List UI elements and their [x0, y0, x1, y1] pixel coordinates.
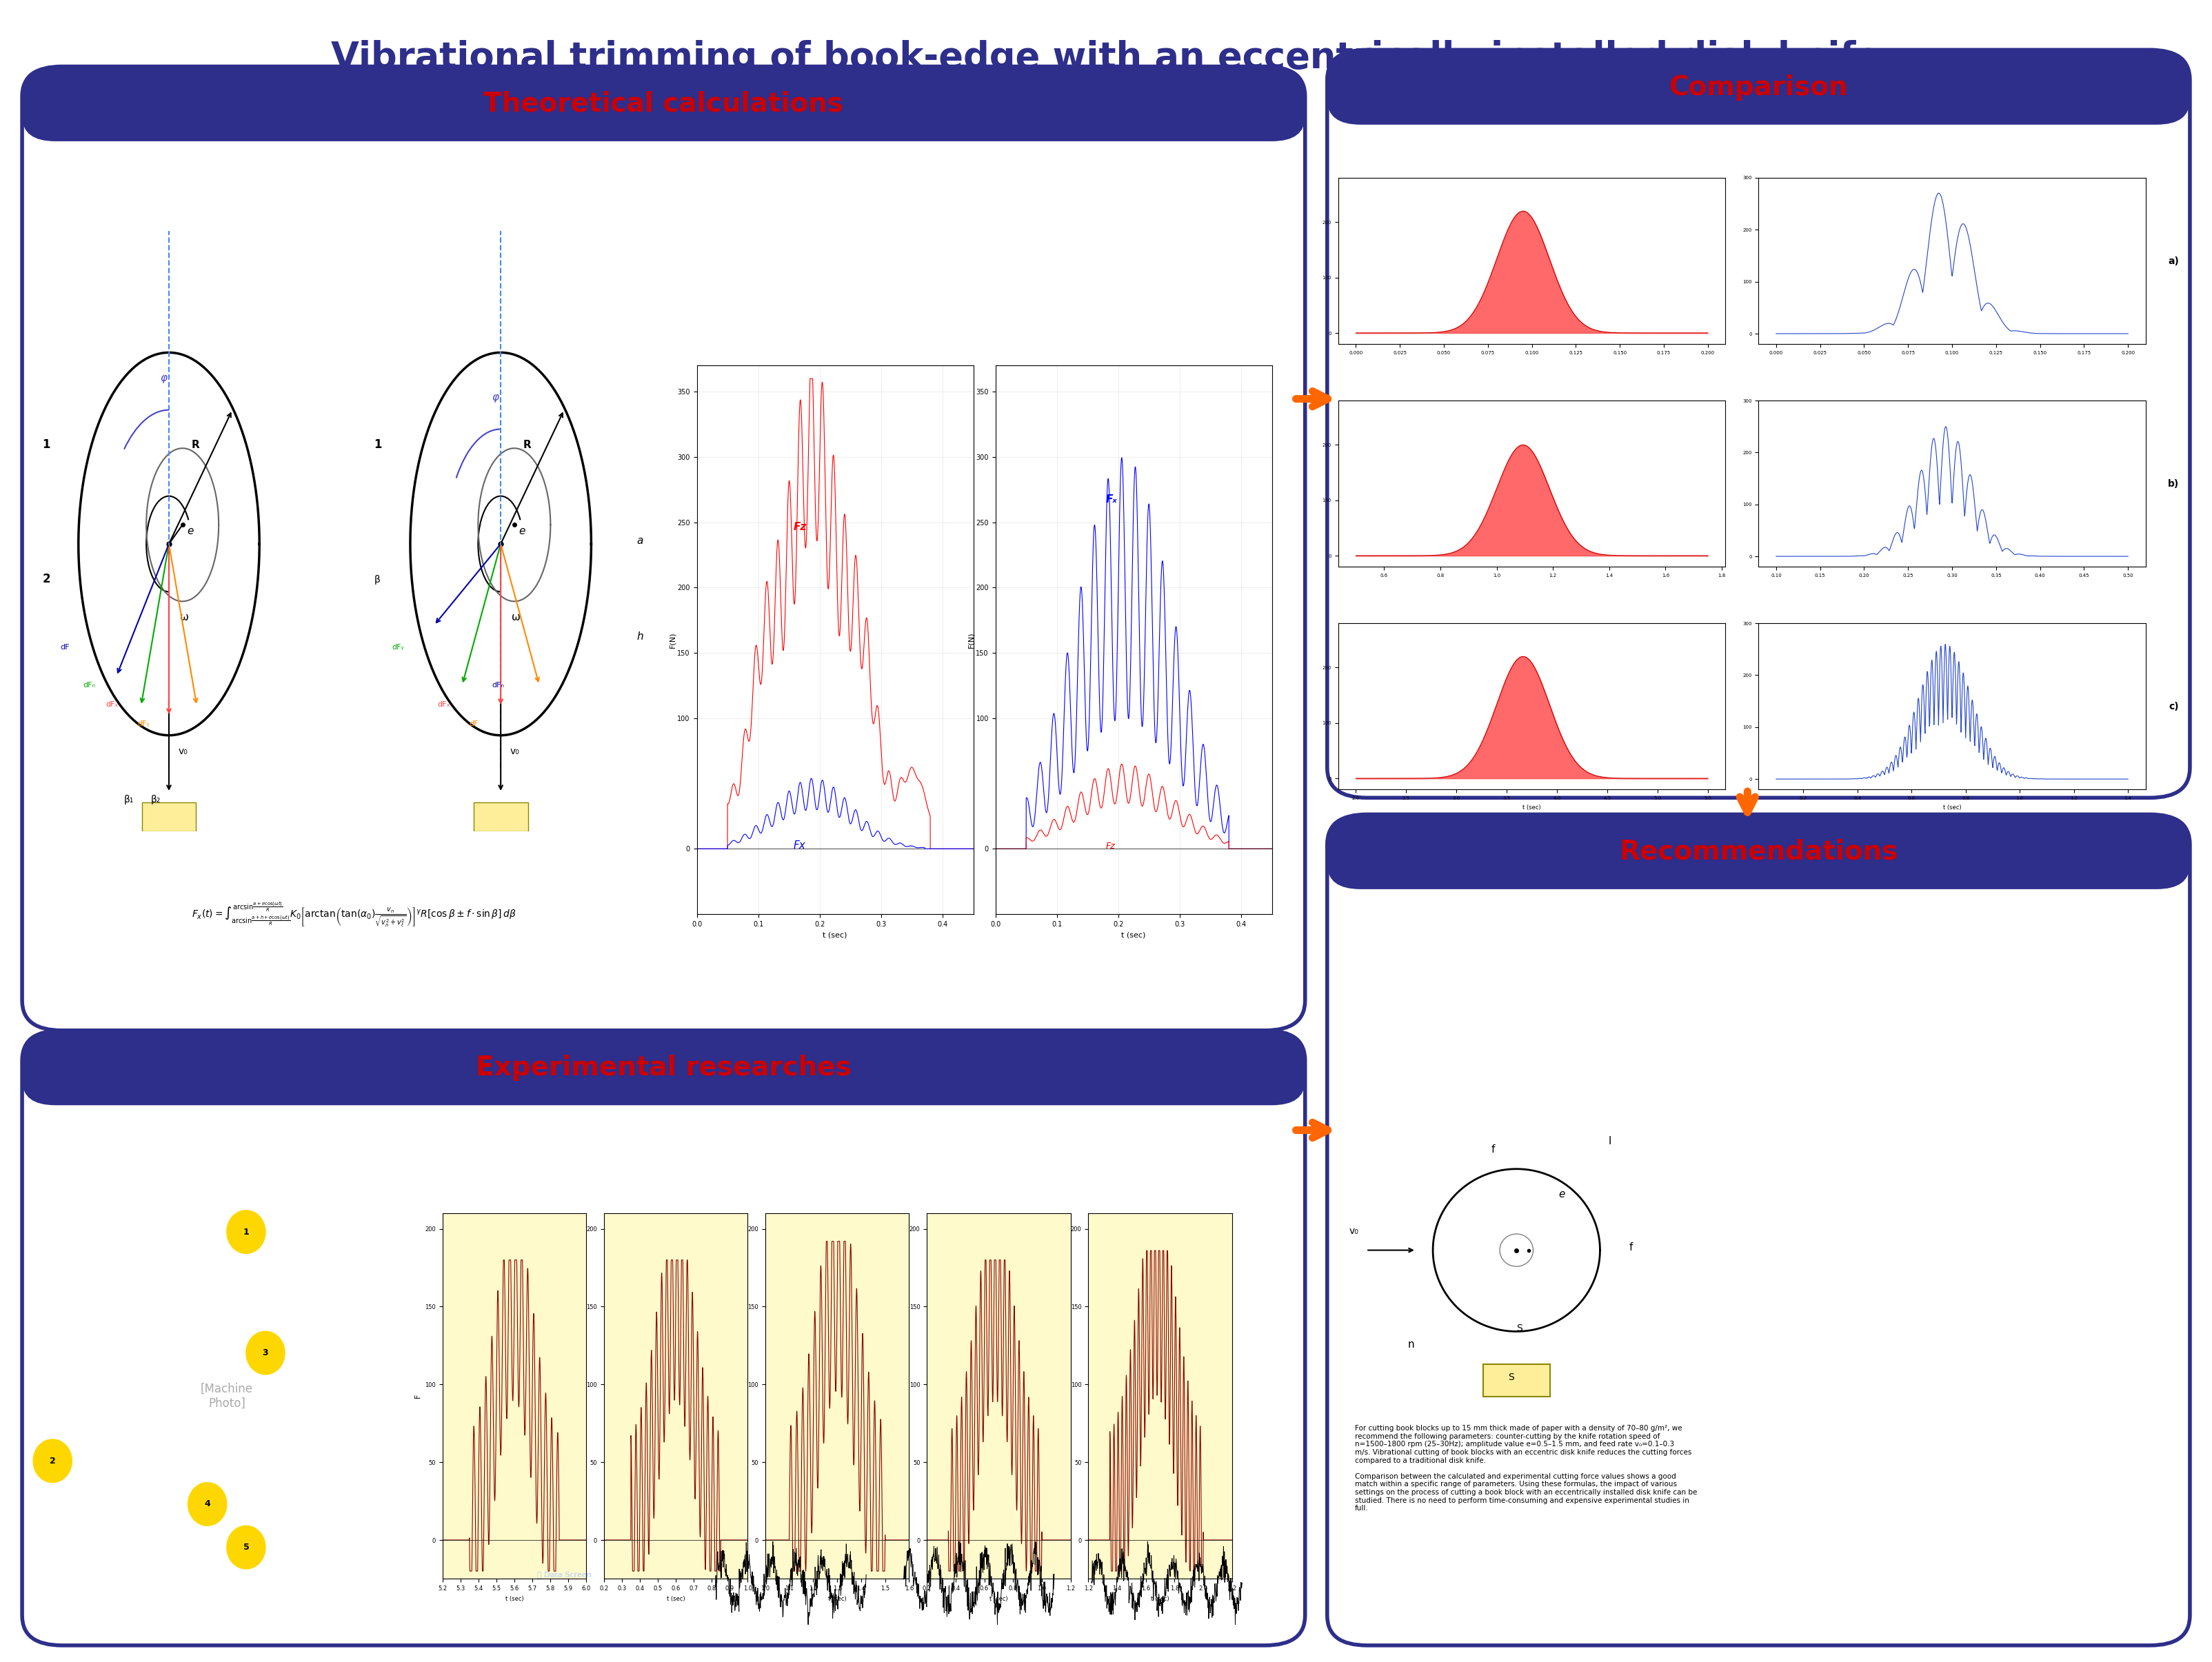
- Text: R: R: [524, 440, 531, 450]
- Text: 3: 3: [263, 1348, 268, 1358]
- X-axis label: t (sec): t (sec): [504, 1596, 524, 1602]
- Text: Fz: Fz: [794, 522, 807, 532]
- Text: Fx: Fx: [794, 839, 805, 851]
- Text: ω: ω: [511, 612, 520, 623]
- X-axis label: t (sec): t (sec): [1150, 1596, 1170, 1602]
- Bar: [1482, 1365, 1551, 1396]
- Text: β₂: β₂: [150, 794, 161, 804]
- Bar: [473, 803, 529, 831]
- FancyBboxPatch shape: [22, 1030, 1305, 1105]
- Text: Theoretical calculations: Theoretical calculations: [484, 91, 843, 116]
- Text: Recommendations: Recommendations: [1619, 839, 1898, 864]
- Text: v₀: v₀: [1349, 1227, 1358, 1237]
- Text: dFₓ: dFₓ: [106, 701, 117, 708]
- Text: Fz: Fz: [1106, 841, 1115, 851]
- Text: n: n: [1407, 1340, 1413, 1350]
- Text: dFₙ: dFₙ: [84, 681, 95, 688]
- Text: l: l: [1608, 1137, 1610, 1147]
- Text: 4: 4: [204, 1499, 210, 1509]
- Text: e: e: [520, 527, 524, 537]
- Text: Vibrational trimming of book-edge with an eccentrically installed disk knife: Vibrational trimming of book-edge with a…: [332, 40, 1880, 76]
- Text: S: S: [1509, 1373, 1515, 1383]
- Text: R: R: [192, 440, 199, 450]
- Text: 1: 1: [374, 439, 383, 450]
- Text: b): b): [2168, 479, 2179, 489]
- Text: v₀: v₀: [509, 746, 520, 756]
- Text: β: β: [374, 575, 380, 585]
- X-axis label: t (sec): t (sec): [989, 1596, 1009, 1602]
- Text: f: f: [1491, 1145, 1495, 1155]
- FancyBboxPatch shape: [22, 66, 1305, 1030]
- Y-axis label: F: F: [414, 1394, 420, 1398]
- Circle shape: [188, 1483, 226, 1526]
- FancyBboxPatch shape: [1327, 50, 2190, 125]
- Text: e: e: [1557, 1188, 1564, 1200]
- X-axis label: t (sec): t (sec): [666, 1596, 686, 1602]
- Text: φ: φ: [159, 372, 166, 384]
- Text: e: e: [188, 527, 192, 537]
- Text: c): c): [2168, 701, 2179, 711]
- Text: $F_x(t) = \int_{\arcsin\!\frac{a+h+e\cos(\omega t)}{R}}^{\arcsin\!\frac{a+e\cos(: $F_x(t) = \int_{\arcsin\!\frac{a+h+e\cos…: [192, 899, 515, 929]
- Text: 1: 1: [243, 1228, 250, 1237]
- Text: dFₓ: dFₓ: [438, 701, 449, 708]
- X-axis label: t (sec): t (sec): [1121, 931, 1146, 939]
- Text: dF: dF: [60, 643, 69, 650]
- X-axis label: t (sec): t (sec): [823, 931, 847, 939]
- Text: [Machine
Photo]: [Machine Photo]: [201, 1383, 252, 1409]
- Circle shape: [33, 1439, 71, 1483]
- FancyBboxPatch shape: [1327, 50, 2190, 798]
- Circle shape: [228, 1210, 265, 1253]
- Text: For cutting book blocks up to 15 mm thick made of paper with a density of 70–80 : For cutting book blocks up to 15 mm thic…: [1356, 1424, 1697, 1512]
- Text: Experimental researches: Experimental researches: [476, 1055, 852, 1080]
- Text: 💻 Data Screen: 💻 Data Screen: [538, 1571, 591, 1579]
- Text: 5: 5: [243, 1542, 250, 1552]
- Circle shape: [246, 1331, 285, 1374]
- Text: S: S: [1517, 1325, 1522, 1333]
- FancyBboxPatch shape: [22, 1030, 1305, 1645]
- Text: 2: 2: [42, 572, 51, 585]
- Text: a): a): [2168, 256, 2179, 266]
- FancyBboxPatch shape: [22, 66, 1305, 141]
- Text: dFᵧ: dFᵧ: [392, 643, 405, 650]
- Text: 2: 2: [49, 1456, 55, 1466]
- Text: φ: φ: [491, 392, 498, 402]
- Text: h: h: [637, 632, 644, 642]
- FancyBboxPatch shape: [1327, 814, 2190, 1645]
- X-axis label: t (sec): t (sec): [1522, 804, 1542, 811]
- Text: a: a: [637, 535, 644, 547]
- X-axis label: t (sec): t (sec): [1942, 804, 1962, 811]
- Text: Fₓ: Fₓ: [1106, 495, 1117, 505]
- Text: β₁: β₁: [124, 794, 133, 804]
- Text: ω: ω: [179, 612, 188, 623]
- Y-axis label: F(N): F(N): [670, 632, 677, 648]
- Text: v₀: v₀: [177, 746, 188, 756]
- Bar: [142, 803, 197, 831]
- Text: 1: 1: [42, 439, 51, 450]
- Text: dFᵧ: dFᵧ: [137, 720, 150, 726]
- Text: dFₙ: dFₙ: [491, 681, 504, 688]
- Text: dF: dF: [469, 720, 478, 726]
- Text: f: f: [1630, 1242, 1632, 1251]
- Text: Comparison: Comparison: [1670, 75, 1847, 100]
- Circle shape: [228, 1526, 265, 1569]
- FancyBboxPatch shape: [1327, 814, 2190, 889]
- Y-axis label: F(N): F(N): [969, 632, 975, 648]
- X-axis label: t (sec): t (sec): [827, 1596, 847, 1602]
